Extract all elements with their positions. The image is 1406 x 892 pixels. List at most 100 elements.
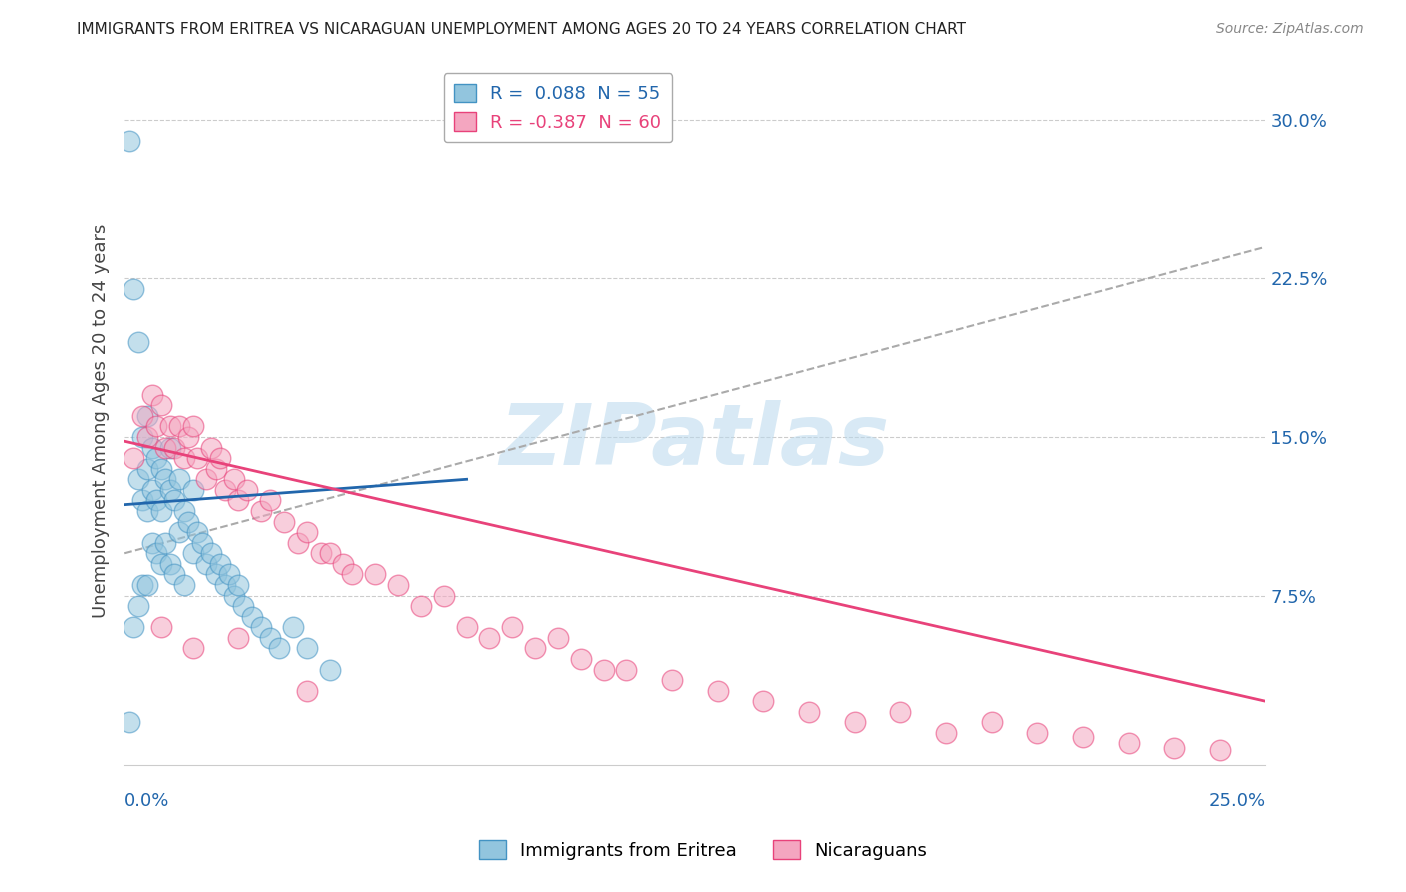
Point bbox=[295, 525, 318, 540]
Point bbox=[250, 504, 273, 518]
Text: 25.0%: 25.0% bbox=[1208, 792, 1265, 810]
Point bbox=[547, 631, 569, 645]
Point bbox=[478, 631, 501, 645]
Point bbox=[173, 451, 195, 466]
Point bbox=[122, 451, 145, 466]
Point bbox=[935, 726, 957, 740]
Point bbox=[232, 599, 254, 613]
Point bbox=[191, 535, 214, 549]
Point bbox=[122, 620, 145, 634]
Point bbox=[181, 419, 204, 434]
Point bbox=[149, 398, 172, 412]
Point bbox=[433, 589, 456, 603]
Point bbox=[1026, 726, 1049, 740]
Point bbox=[181, 546, 204, 560]
Point bbox=[259, 493, 281, 508]
Point bbox=[214, 483, 236, 497]
Point bbox=[269, 641, 291, 656]
Point bbox=[163, 567, 186, 582]
Point bbox=[145, 493, 167, 508]
Point bbox=[318, 546, 340, 560]
Point bbox=[186, 525, 208, 540]
Point bbox=[1163, 740, 1185, 755]
Point bbox=[118, 134, 141, 148]
Point bbox=[141, 388, 163, 402]
Text: Source: ZipAtlas.com: Source: ZipAtlas.com bbox=[1216, 22, 1364, 37]
Point bbox=[1071, 730, 1094, 744]
Point bbox=[980, 715, 1002, 730]
Point bbox=[167, 419, 190, 434]
Point bbox=[228, 493, 250, 508]
Point bbox=[136, 409, 159, 423]
Point bbox=[706, 683, 728, 698]
Point bbox=[149, 557, 172, 571]
Point bbox=[122, 282, 145, 296]
Point bbox=[501, 620, 523, 634]
Point bbox=[155, 535, 177, 549]
Point bbox=[149, 504, 172, 518]
Point bbox=[127, 472, 149, 486]
Point bbox=[131, 409, 153, 423]
Point bbox=[177, 515, 200, 529]
Point bbox=[218, 567, 240, 582]
Point bbox=[281, 620, 304, 634]
Point bbox=[145, 419, 167, 434]
Point bbox=[569, 652, 592, 666]
Point bbox=[181, 641, 204, 656]
Text: ZIPatlas: ZIPatlas bbox=[499, 401, 890, 483]
Point bbox=[524, 641, 547, 656]
Point bbox=[364, 567, 387, 582]
Point bbox=[222, 472, 245, 486]
Point bbox=[409, 599, 432, 613]
Point bbox=[309, 546, 332, 560]
Point bbox=[342, 567, 364, 582]
Point bbox=[250, 620, 273, 634]
Point bbox=[295, 683, 318, 698]
Point bbox=[332, 557, 354, 571]
Point bbox=[136, 578, 159, 592]
Point bbox=[456, 620, 478, 634]
Point bbox=[155, 472, 177, 486]
Point bbox=[145, 546, 167, 560]
Point bbox=[173, 504, 195, 518]
Point bbox=[214, 578, 236, 592]
Point bbox=[228, 578, 250, 592]
Point bbox=[136, 461, 159, 475]
Point bbox=[136, 504, 159, 518]
Point bbox=[661, 673, 683, 687]
Point bbox=[204, 461, 226, 475]
Point bbox=[167, 525, 190, 540]
Point bbox=[163, 493, 186, 508]
Point bbox=[159, 557, 181, 571]
Point bbox=[236, 483, 259, 497]
Point bbox=[127, 334, 149, 349]
Point bbox=[592, 663, 614, 677]
Point bbox=[159, 419, 181, 434]
Legend: Immigrants from Eritrea, Nicaraguans: Immigrants from Eritrea, Nicaraguans bbox=[471, 833, 935, 867]
Point bbox=[209, 557, 232, 571]
Point bbox=[387, 578, 409, 592]
Point bbox=[273, 515, 295, 529]
Point bbox=[797, 705, 820, 719]
Point bbox=[228, 631, 250, 645]
Point bbox=[195, 472, 218, 486]
Legend: R =  0.088  N = 55, R = -0.387  N = 60: R = 0.088 N = 55, R = -0.387 N = 60 bbox=[443, 73, 672, 143]
Point bbox=[287, 535, 309, 549]
Point bbox=[177, 430, 200, 444]
Point bbox=[200, 441, 222, 455]
Point bbox=[141, 483, 163, 497]
Point bbox=[141, 441, 163, 455]
Point bbox=[844, 715, 866, 730]
Point bbox=[240, 609, 263, 624]
Point bbox=[1209, 743, 1232, 757]
Point bbox=[131, 430, 153, 444]
Point bbox=[159, 483, 181, 497]
Point bbox=[145, 451, 167, 466]
Text: 0.0%: 0.0% bbox=[124, 792, 170, 810]
Text: IMMIGRANTS FROM ERITREA VS NICARAGUAN UNEMPLOYMENT AMONG AGES 20 TO 24 YEARS COR: IMMIGRANTS FROM ERITREA VS NICARAGUAN UN… bbox=[77, 22, 966, 37]
Point bbox=[131, 578, 153, 592]
Point bbox=[141, 535, 163, 549]
Point bbox=[200, 546, 222, 560]
Point bbox=[209, 451, 232, 466]
Point bbox=[149, 461, 172, 475]
